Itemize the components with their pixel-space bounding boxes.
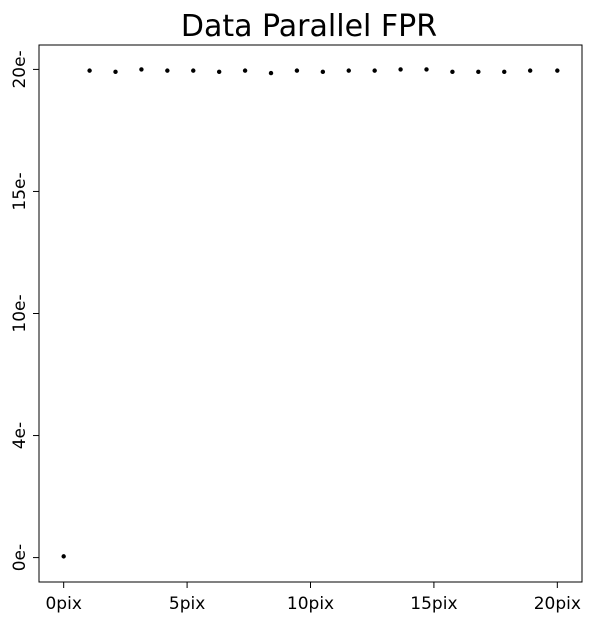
plot-frame bbox=[38, 44, 583, 583]
data-point bbox=[242, 68, 248, 73]
data-point bbox=[165, 68, 170, 73]
data-point bbox=[424, 67, 429, 72]
chart-title: Data Parallel FPR bbox=[181, 9, 437, 44]
x-tick-label: 5pix bbox=[169, 594, 205, 614]
x-axis-ticks: 0pix 5pix 10pix 15pix 20pix bbox=[45, 582, 581, 614]
data-point bbox=[555, 68, 560, 73]
data-point bbox=[61, 554, 66, 559]
data-points bbox=[61, 67, 560, 559]
data-point bbox=[527, 68, 533, 73]
data-point bbox=[398, 67, 403, 72]
data-point bbox=[372, 68, 377, 73]
y-tick-label: 10e- bbox=[10, 294, 30, 332]
y-tick-label: 15e- bbox=[10, 172, 30, 210]
x-tick-label: 15pix bbox=[410, 594, 457, 614]
data-point bbox=[476, 69, 481, 75]
data-point bbox=[113, 69, 118, 75]
x-tick-label: 10pix bbox=[287, 594, 334, 614]
data-point bbox=[502, 69, 507, 75]
y-tick-label: 0e- bbox=[10, 544, 30, 571]
data-point bbox=[450, 69, 455, 75]
data-point bbox=[191, 68, 196, 73]
x-tick-label: 20pix bbox=[534, 594, 581, 614]
y-axis-ticks: 0e- 4e- 10e- 15e- 20e- bbox=[10, 50, 39, 571]
y-tick-label: 20e- bbox=[10, 50, 30, 88]
data-point bbox=[320, 69, 326, 75]
data-point bbox=[268, 70, 274, 76]
data-point bbox=[216, 69, 222, 75]
data-point bbox=[139, 67, 144, 72]
x-tick-label: 0pix bbox=[45, 594, 81, 614]
data-point bbox=[294, 68, 300, 73]
data-point bbox=[346, 68, 351, 73]
data-point bbox=[87, 68, 92, 73]
y-tick-label: 4e- bbox=[10, 422, 30, 449]
